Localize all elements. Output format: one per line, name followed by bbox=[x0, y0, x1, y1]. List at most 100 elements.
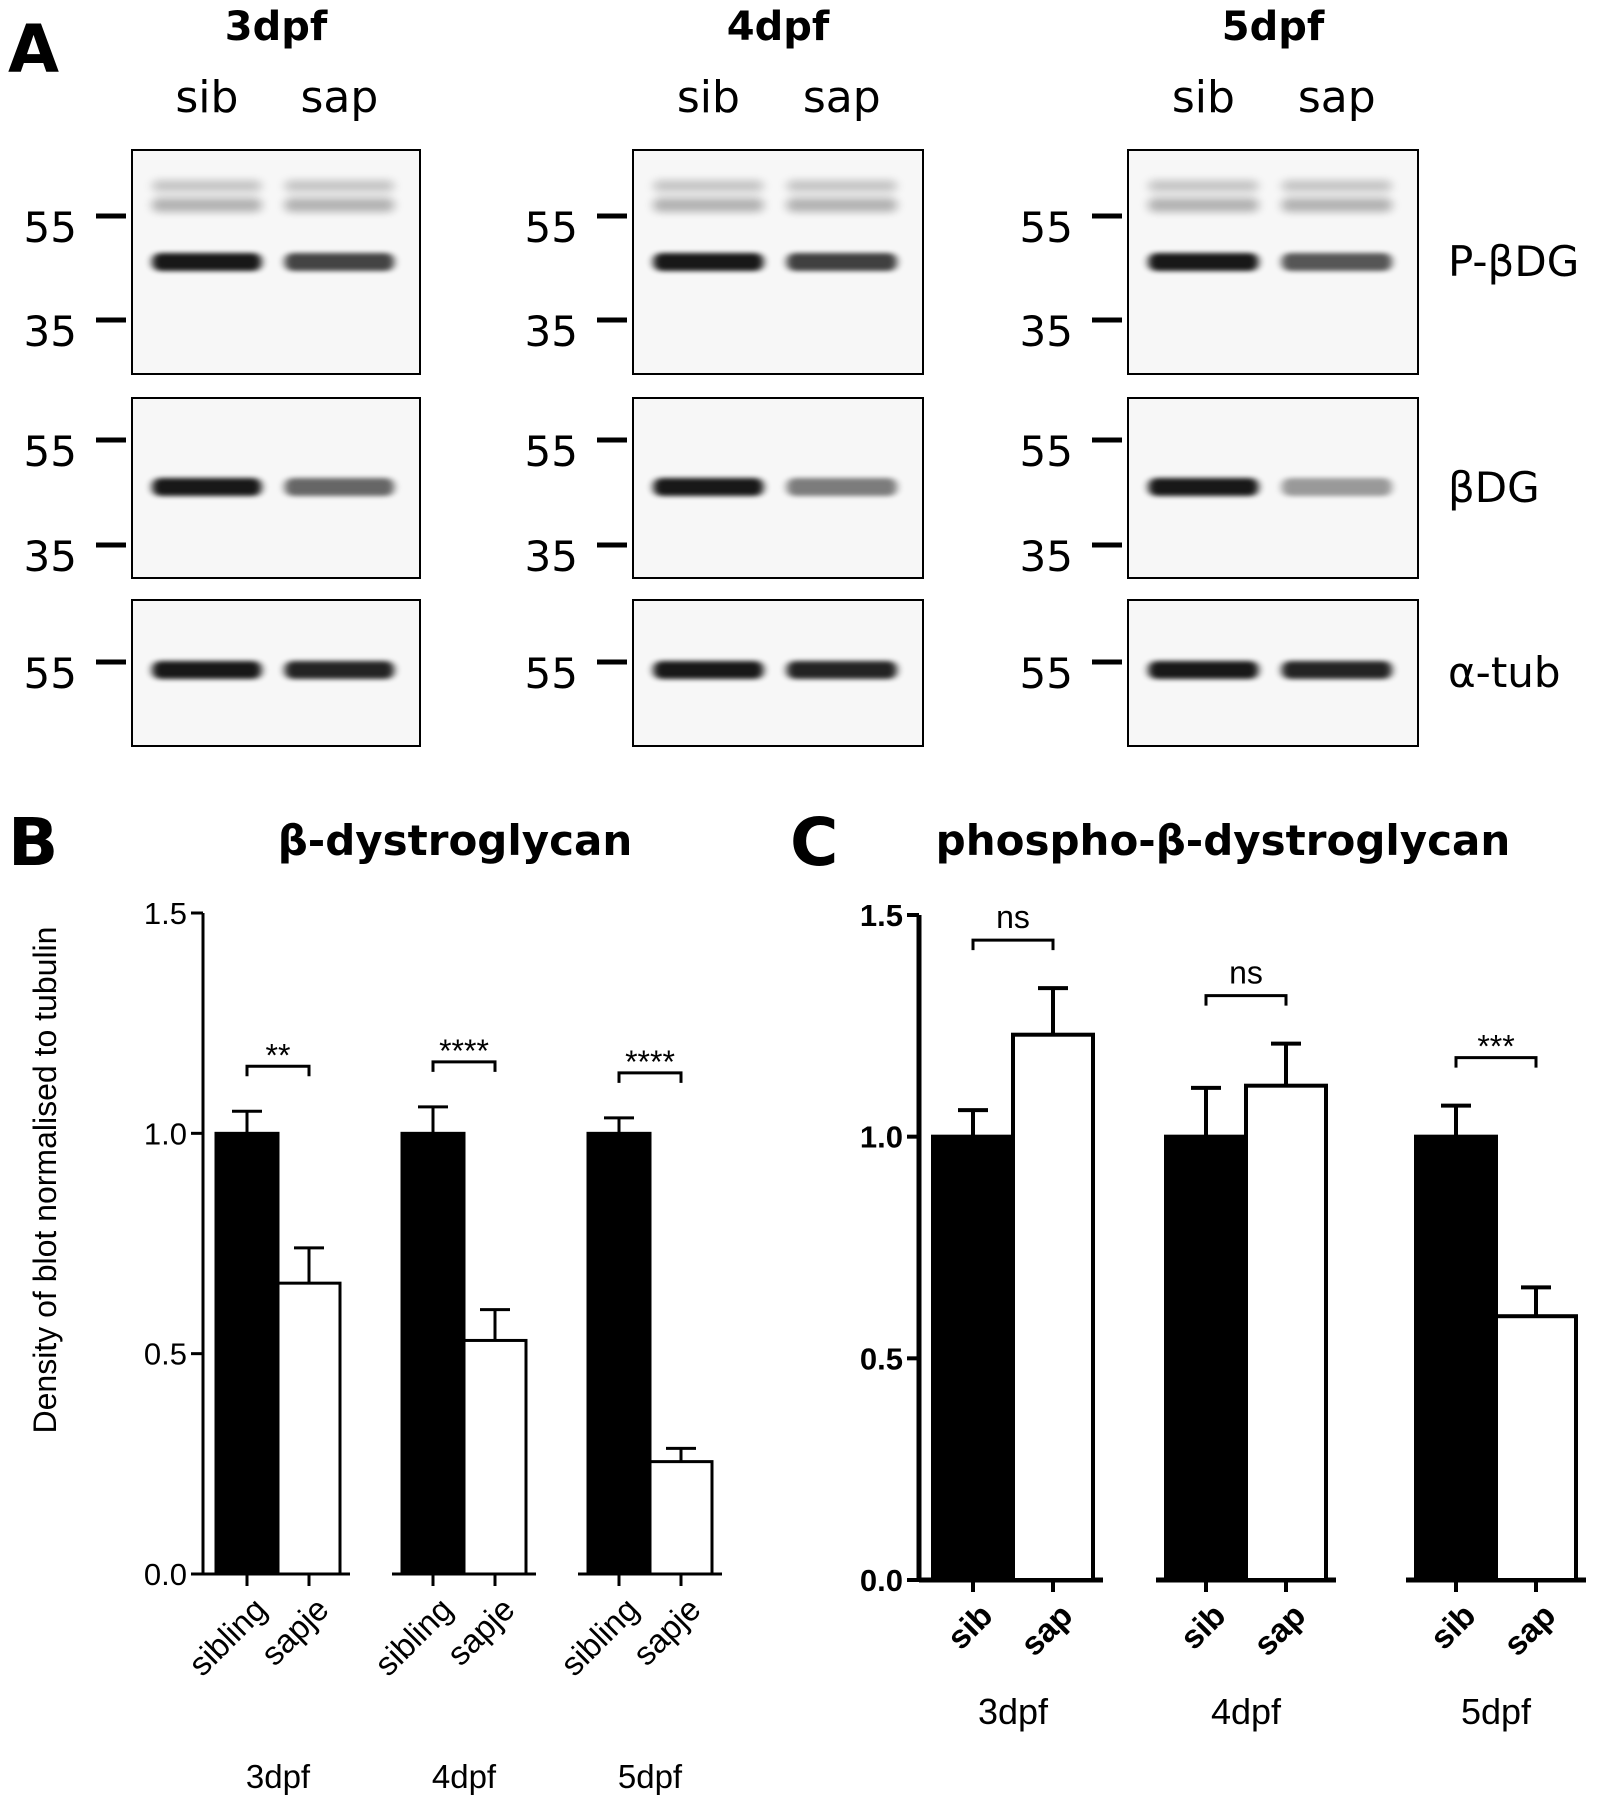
significance-label: *** bbox=[1477, 1029, 1514, 1065]
significance-bracket bbox=[431, 1060, 497, 1072]
blot-band-faint bbox=[1281, 198, 1392, 212]
blot-band bbox=[786, 478, 897, 496]
blot-band bbox=[1281, 661, 1392, 679]
blot-3dpf-title: 3dpf bbox=[225, 4, 328, 50]
blot-band-faint bbox=[152, 198, 262, 212]
blot-band bbox=[786, 661, 897, 679]
blot-band-faint bbox=[786, 180, 897, 192]
significance-bracket bbox=[971, 938, 1055, 951]
x-category-label: sibling bbox=[181, 1590, 273, 1682]
chart-c-title: phospho-β-dystroglycan bbox=[936, 816, 1511, 865]
bar-3dpf-sibling bbox=[214, 1131, 280, 1576]
y-tick-label: 1.5 bbox=[860, 898, 903, 933]
blot-band bbox=[1281, 478, 1392, 496]
bar-4dpf-sapje bbox=[462, 1338, 528, 1576]
blot-4dpf-lane-sap: sap bbox=[803, 72, 881, 123]
y-tick-label: 1.5 bbox=[144, 896, 187, 931]
blot-band bbox=[284, 253, 395, 271]
mw-marker-label: 55 bbox=[525, 203, 578, 252]
group-label-5dpf: 5dpf bbox=[618, 1758, 683, 1795]
panel-b-letter: B bbox=[8, 804, 58, 881]
blot-row-label: P-βDG bbox=[1448, 237, 1579, 286]
significance-bracket bbox=[617, 1071, 683, 1083]
x-category-label: sap bbox=[1246, 1596, 1312, 1662]
blot-band bbox=[653, 478, 764, 496]
x-category-label: sapje bbox=[626, 1590, 708, 1672]
blot-band-faint bbox=[152, 180, 262, 192]
mw-marker-label: 35 bbox=[525, 307, 578, 356]
blot-band bbox=[653, 253, 764, 271]
bar-3dpf-sap bbox=[1011, 1032, 1095, 1582]
blot-band-faint bbox=[786, 198, 897, 212]
group-label-5dpf: 5dpf bbox=[1461, 1691, 1532, 1732]
mw-marker-label: 35 bbox=[24, 532, 77, 581]
blot-band-faint bbox=[1148, 198, 1259, 212]
x-category-label: sap bbox=[1013, 1596, 1079, 1662]
blot-band bbox=[284, 478, 395, 496]
mw-marker-label: 35 bbox=[1020, 532, 1073, 581]
blot-band-faint bbox=[284, 198, 395, 212]
blot-band bbox=[1148, 253, 1259, 271]
mw-marker-label: 55 bbox=[24, 649, 77, 698]
blot-band-faint bbox=[284, 180, 395, 192]
mw-marker-label: 55 bbox=[1020, 203, 1073, 252]
y-tick-label: 0.5 bbox=[860, 1341, 903, 1376]
significance-label: ns bbox=[1229, 955, 1263, 991]
blot-band-faint bbox=[653, 180, 764, 192]
mw-marker-label: 35 bbox=[24, 307, 77, 356]
bar-5dpf-sapje bbox=[648, 1460, 714, 1576]
mw-marker-label: 35 bbox=[525, 532, 578, 581]
mw-marker-label: 55 bbox=[24, 203, 77, 252]
blot-band bbox=[1148, 661, 1259, 679]
mw-marker-label: 55 bbox=[525, 649, 578, 698]
significance-bracket bbox=[1454, 1056, 1538, 1068]
group-label-4dpf: 4dpf bbox=[432, 1758, 497, 1795]
blot-band-faint bbox=[1148, 180, 1259, 192]
y-tick-label: 0.0 bbox=[860, 1563, 903, 1598]
x-category-label: sib bbox=[1173, 1596, 1233, 1656]
bar-3dpf-sapje bbox=[276, 1281, 342, 1576]
x-category-label: sib bbox=[1423, 1596, 1483, 1656]
significance-label: **** bbox=[439, 1033, 489, 1069]
panel-a-letter: A bbox=[8, 11, 59, 88]
mw-marker-label: 55 bbox=[1020, 649, 1073, 698]
chart-b-y-axis-label: Density of blot normalised to tubulin bbox=[27, 927, 63, 1434]
blot-band bbox=[786, 253, 897, 271]
y-tick-label: 1.0 bbox=[144, 1116, 187, 1151]
mw-marker-label: 55 bbox=[1020, 427, 1073, 476]
blot-4dpf-lane-sib: sib bbox=[677, 72, 740, 123]
blot-band bbox=[1281, 253, 1392, 271]
blot-row-label: α-tub bbox=[1448, 648, 1561, 697]
blot-3dpf-lane-sap: sap bbox=[300, 72, 378, 123]
significance-label: ** bbox=[266, 1037, 291, 1073]
x-category-label: sapje bbox=[440, 1590, 522, 1672]
blot-band bbox=[152, 661, 262, 679]
mw-marker-label: 55 bbox=[525, 427, 578, 476]
group-label-3dpf: 3dpf bbox=[978, 1691, 1049, 1732]
western-blots: 3dpf sib sap 55 35 55 35 55 4dpf sib sap 55 35 55 35 55… bbox=[24, 4, 1579, 747]
blot-5dpf-lane-sap: sap bbox=[1298, 72, 1376, 123]
blot-4dpf-title: 4dpf bbox=[727, 4, 830, 50]
blot-5dpf-lane-sib: sib bbox=[1172, 72, 1235, 123]
blot-band bbox=[653, 661, 764, 679]
bar-4dpf-sibling bbox=[400, 1131, 466, 1576]
bar-4dpf-sap bbox=[1244, 1083, 1328, 1583]
significance-bracket bbox=[245, 1064, 311, 1077]
blot-band bbox=[152, 478, 262, 496]
x-category-label: sib bbox=[940, 1596, 1000, 1656]
blot-band-faint bbox=[653, 198, 764, 212]
x-category-label: sibling bbox=[553, 1590, 645, 1682]
blot-band bbox=[152, 253, 262, 271]
y-tick-label: 0.0 bbox=[144, 1557, 187, 1592]
blot-row-label: βDG bbox=[1448, 463, 1540, 512]
bar-5dpf-sap bbox=[1494, 1314, 1578, 1582]
significance-bracket bbox=[1204, 994, 1288, 1006]
blot-band bbox=[1148, 478, 1259, 496]
blot-3dpf-lane-sib: sib bbox=[175, 72, 238, 123]
y-tick-label: 1.0 bbox=[860, 1120, 903, 1155]
bar-3dpf-sib bbox=[931, 1134, 1015, 1582]
significance-label: **** bbox=[625, 1044, 675, 1080]
